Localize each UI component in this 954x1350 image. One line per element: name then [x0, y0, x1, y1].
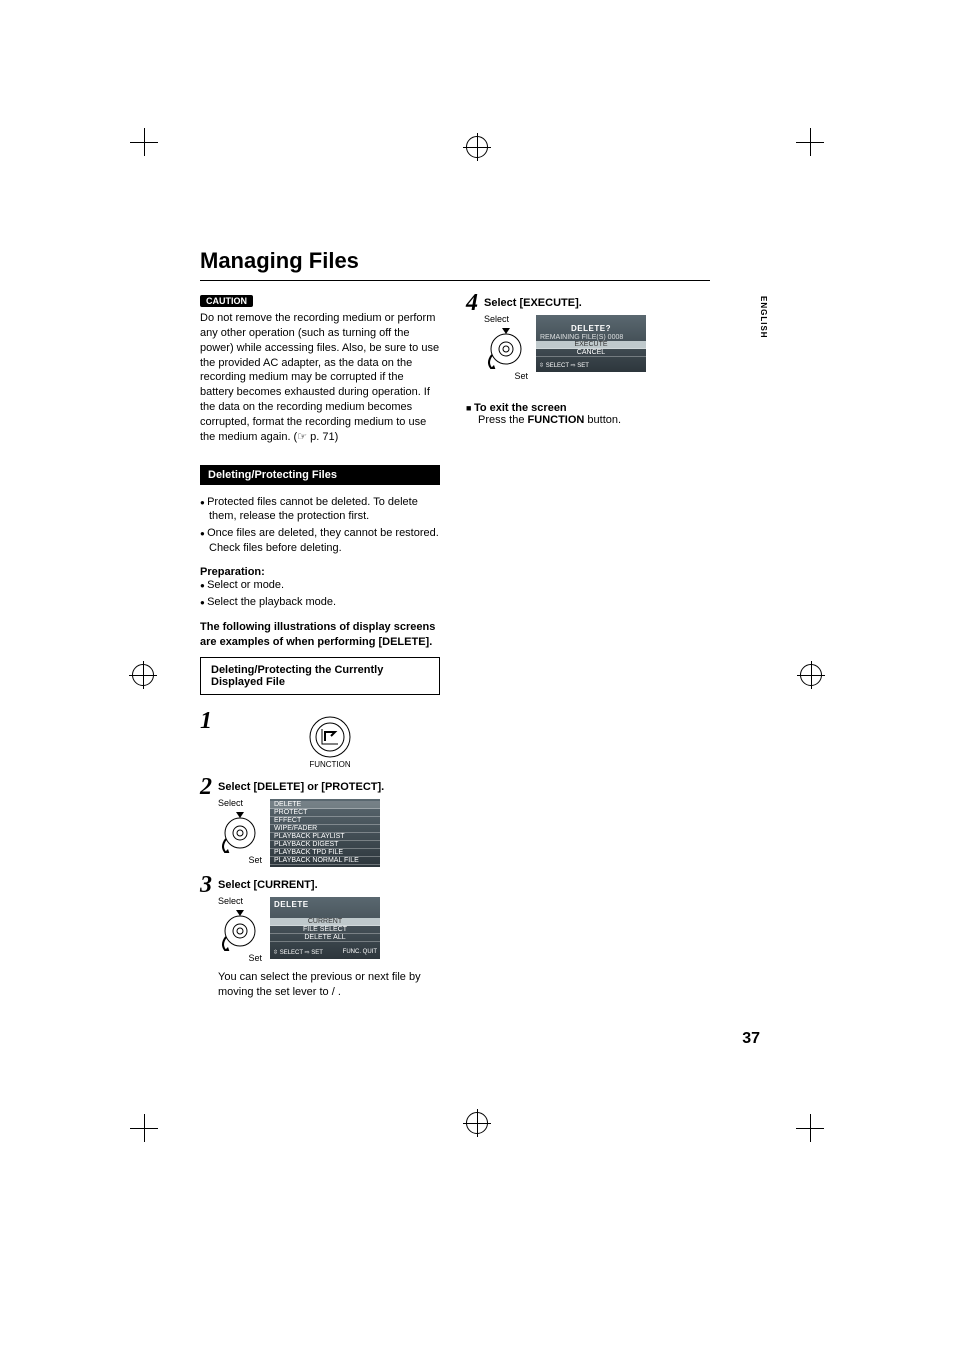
knob-set-label: Set: [484, 372, 528, 382]
step-number: 1: [200, 709, 218, 733]
osd-row: DELETE: [270, 801, 380, 809]
osd-row: PLAYBACK PLAYLIST: [270, 833, 380, 841]
language-tab: ENGLISH: [759, 296, 768, 339]
registration-mark: [132, 664, 154, 686]
knob-set-label: Set: [218, 954, 262, 964]
prep-bullet: Select the playback mode.: [200, 595, 440, 610]
step-title: Select [DELETE] or [PROTECT].: [218, 781, 440, 793]
osd-title: DELETE: [270, 899, 380, 910]
osd-row: EXECUTE: [536, 341, 646, 349]
step-number: 3: [200, 873, 218, 897]
exit-label: To exit the screen: [474, 402, 567, 414]
step-title: Select [CURRENT].: [218, 879, 440, 891]
knob-select-label: Select: [484, 315, 528, 325]
page-title: Managing Files: [200, 248, 710, 274]
osd-menu: DELETE CURRENT FILE SELECT DELETE ALL ⇳ …: [270, 897, 380, 959]
caution-text: Do not remove the recording medium or pe…: [200, 311, 440, 445]
registration-mark: [800, 664, 822, 686]
knob-select-label: Select: [218, 799, 262, 809]
function-label: FUNCTION: [309, 760, 350, 769]
osd-row: PLAYBACK DIGEST: [270, 841, 380, 849]
crop-mark: [130, 128, 158, 156]
step-title: Select [EXECUTE].: [484, 297, 706, 309]
function-button-icon: [308, 715, 352, 759]
osd-row: CANCEL: [536, 349, 646, 357]
osd-row: PROTECT: [270, 809, 380, 817]
registration-mark: [466, 1112, 488, 1134]
square-bullet-icon: ■: [466, 403, 474, 413]
prep-bullet: Select or mode.: [200, 578, 440, 593]
osd-row: WIPE/FADER: [270, 825, 380, 833]
section-note: The following illustrations of display s…: [200, 620, 440, 650]
step-3: 3 Select [CURRENT]. Select: [200, 873, 440, 999]
step-number: 4: [466, 291, 484, 315]
set-lever-icon: [484, 325, 528, 369]
step-4: 4 Select [EXECUTE]. Select: [466, 291, 706, 382]
preparation-label: Preparation:: [200, 566, 440, 578]
osd-row: FILE SELECT: [270, 926, 380, 934]
osd-row: CURRENT: [270, 918, 380, 926]
crop-mark: [796, 1114, 824, 1142]
osd-footer: ⇳ SELECT ⇨ SET: [539, 362, 589, 369]
caution-badge: CAUTION: [200, 295, 253, 307]
section-heading: Deleting/Protecting Files: [200, 465, 440, 485]
step-2: 2 Select [DELETE] or [PROTECT]. Select: [200, 775, 440, 867]
step-1: 1 FUNCTION: [200, 709, 440, 769]
knob-select-label: Select: [218, 897, 262, 907]
rule: [200, 280, 710, 281]
registration-mark: [466, 136, 488, 158]
osd-row: PLAYBACK NORMAL FILE: [270, 857, 380, 865]
subsection-box: Deleting/Protecting the Currently Displa…: [200, 657, 440, 695]
osd-row: EFFECT: [270, 817, 380, 825]
section-bullet: Once files are deleted, they cannot be r…: [200, 526, 440, 556]
osd-menu: DELETE PROTECT EFFECT WIPE/FADER PLAYBAC…: [270, 799, 380, 867]
osd-footer-left: ⇳ SELECT ⇨ SET: [273, 949, 323, 956]
exit-text: Press the: [478, 414, 528, 426]
osd-menu: DELETE? REMAINING FILE(S) 0008 EXECUTE C…: [536, 315, 646, 372]
osd-footer-right: FUNC. QUIT: [343, 949, 377, 956]
osd-sub: REMAINING FILE(S) 0008: [536, 334, 646, 341]
exit-text-button: FUNCTION: [528, 414, 585, 426]
exit-text: button.: [584, 414, 621, 426]
crop-mark: [796, 128, 824, 156]
crop-mark: [130, 1114, 158, 1142]
step-3-note: You can select the previous or next file…: [218, 970, 440, 1000]
osd-title: DELETE?: [536, 323, 646, 334]
section-bullet: Protected files cannot be deleted. To de…: [200, 495, 440, 525]
step-number: 2: [200, 775, 218, 799]
osd-row: PLAYBACK TPD FILE: [270, 849, 380, 857]
page-number: 37: [742, 1030, 760, 1048]
knob-set-label: Set: [218, 856, 262, 866]
set-lever-icon: [218, 809, 262, 853]
set-lever-icon: [218, 907, 262, 951]
osd-row: DELETE ALL: [270, 934, 380, 942]
